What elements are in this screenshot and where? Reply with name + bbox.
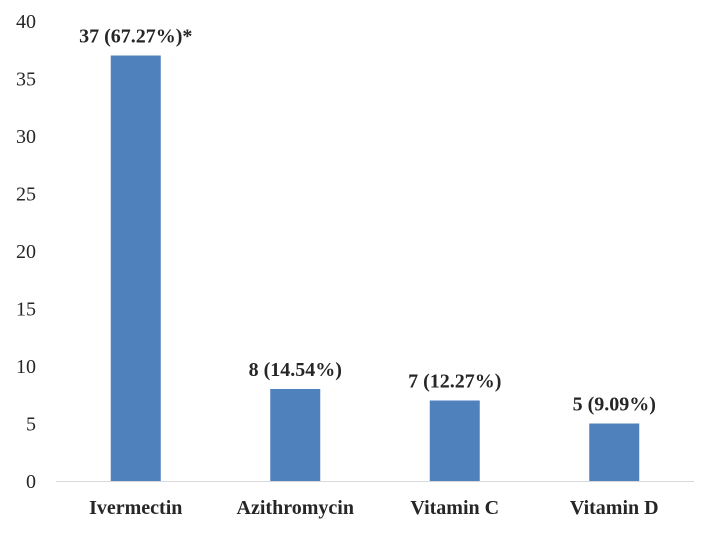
x-category-label: Azithromycin bbox=[237, 497, 354, 519]
y-tick-label: 20 bbox=[16, 241, 36, 263]
y-tick-label: 30 bbox=[16, 126, 36, 148]
data-label: 7 (12.27%) bbox=[408, 371, 501, 393]
y-tick-label: 35 bbox=[16, 69, 36, 91]
y-tick-label: 0 bbox=[26, 471, 36, 493]
bar-vitamin-d bbox=[589, 423, 640, 481]
y-tick-label: 10 bbox=[16, 356, 36, 378]
data-label: 8 (14.54%) bbox=[249, 359, 342, 381]
bar-azithromycin bbox=[270, 389, 321, 481]
y-tick-label: 5 bbox=[26, 414, 36, 436]
data-labels: 37 (67.27%)* 8 (14.54%) 7 (12.27%) 5 (9.09%… bbox=[79, 26, 656, 416]
category-labels: Ivermectin Azithromycin Vitamin C Vitamin D bbox=[89, 497, 659, 519]
bar-vitamin-c bbox=[429, 400, 480, 481]
bar-ivermectin bbox=[110, 55, 161, 481]
x-category-label: Vitamin C bbox=[410, 497, 499, 519]
data-label: 37 (67.27%)* bbox=[79, 26, 192, 48]
x-category-label: Vitamin D bbox=[570, 497, 659, 519]
x-category-label: Ivermectin bbox=[89, 497, 182, 519]
y-tick-label: 15 bbox=[16, 299, 36, 321]
y-tick-label: 25 bbox=[16, 184, 36, 206]
bars bbox=[110, 55, 640, 481]
y-axis-ticks: 0 5 10 15 20 25 30 35 40 bbox=[16, 11, 36, 493]
data-label: 5 (9.09%) bbox=[573, 394, 656, 416]
y-tick-label: 40 bbox=[16, 11, 36, 33]
